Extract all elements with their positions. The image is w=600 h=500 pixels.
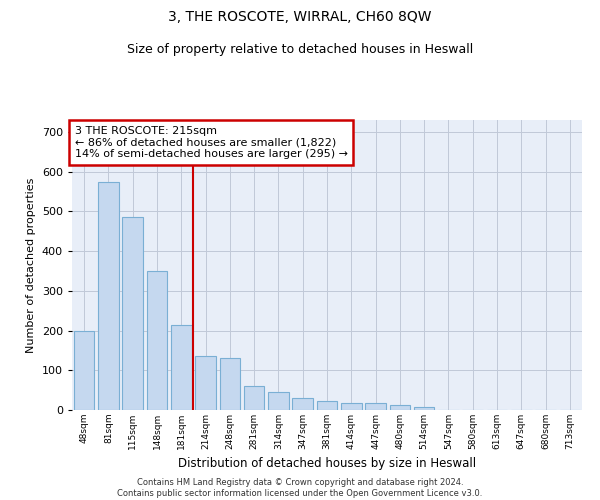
Text: 3 THE ROSCOTE: 215sqm
← 86% of detached houses are smaller (1,822)
14% of semi-d: 3 THE ROSCOTE: 215sqm ← 86% of detached … [74,126,347,159]
Text: Contains HM Land Registry data © Crown copyright and database right 2024.
Contai: Contains HM Land Registry data © Crown c… [118,478,482,498]
Bar [74,330,94,410]
Text: 3, THE ROSCOTE, WIRRAL, CH60 8QW: 3, THE ROSCOTE, WIRRAL, CH60 8QW [168,10,432,24]
Bar [122,218,143,410]
Bar [220,358,240,410]
Bar [146,271,167,410]
Bar [389,405,410,410]
Bar [292,398,313,410]
Bar [171,324,191,410]
Bar [341,403,362,410]
Bar [98,182,119,410]
Bar [195,356,216,410]
Bar [317,402,337,410]
Bar [244,386,265,410]
Bar [414,407,434,410]
Bar [268,392,289,410]
Y-axis label: Number of detached properties: Number of detached properties [26,178,36,352]
Text: Size of property relative to detached houses in Heswall: Size of property relative to detached ho… [127,42,473,56]
X-axis label: Distribution of detached houses by size in Heswall: Distribution of detached houses by size … [178,458,476,470]
Bar [365,403,386,410]
